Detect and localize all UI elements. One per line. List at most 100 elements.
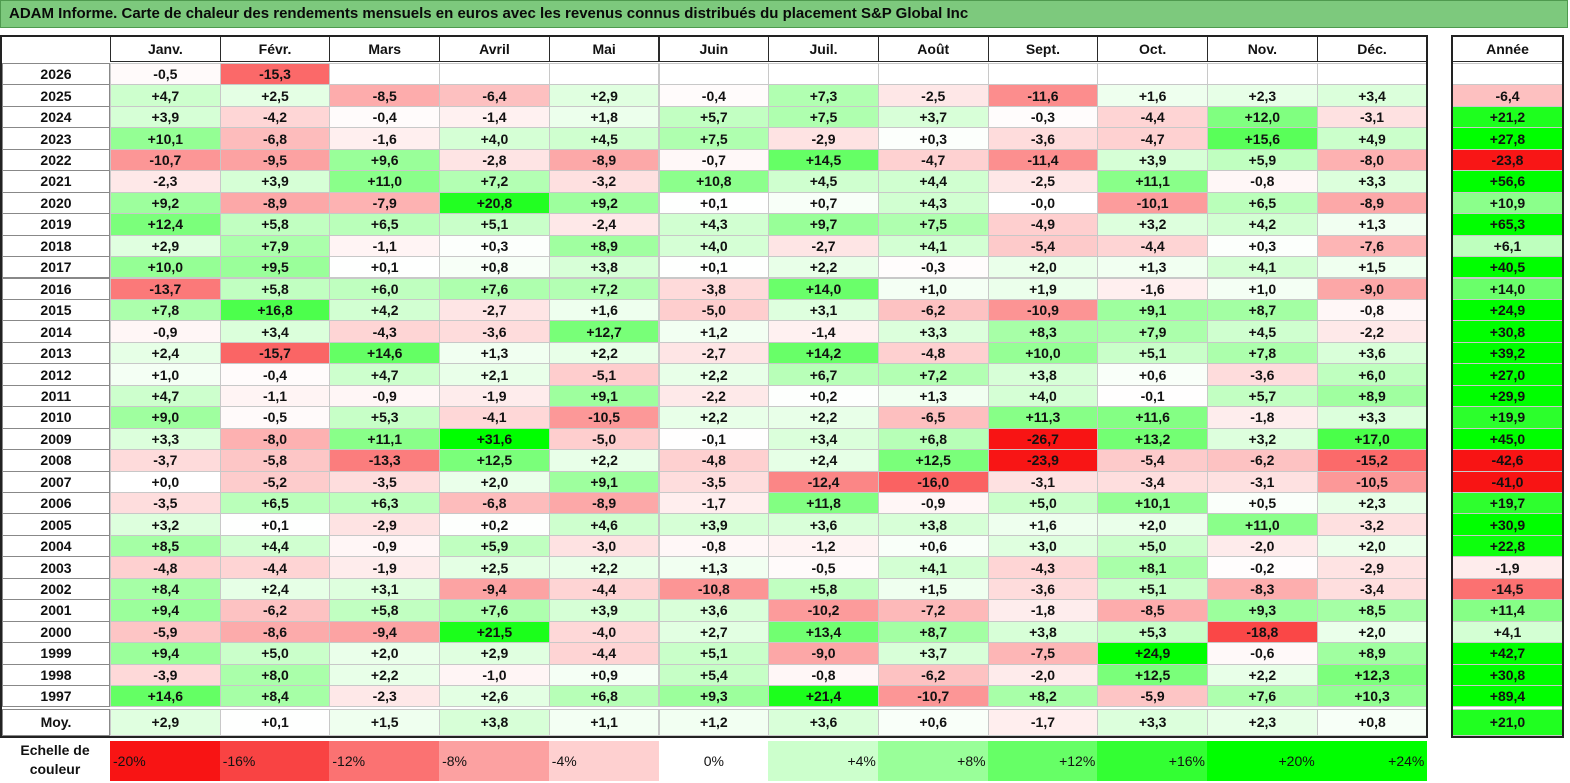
heatmap-cell: -0,9 [877,492,989,515]
annual-cell: -1,9 [1452,556,1563,579]
annual-cell: +14,0 [1452,277,1563,300]
heatmap-cell: -0,3 [877,256,989,279]
heatmap-cell: +6,0 [329,277,441,300]
heatmap-cell: +0,3 [439,234,550,258]
heatmap-cell: +9,4 [110,599,221,622]
annual-cell: +19,9 [1452,406,1563,429]
heatmap-cell: +12,5 [1097,663,1208,687]
heatmap-cell: +15,6 [1207,127,1318,150]
year-label: 2012 [2,363,110,386]
heatmap-cell: +0,2 [439,513,550,536]
color-scale-stop: -8% [439,741,550,781]
heatmap-cell: -2,5 [987,170,1099,193]
heatmap-cell: +7,2 [548,277,660,300]
heatmap-cell [987,63,1099,86]
heatmap-cell: +3,4 [768,427,879,451]
year-label: 2014 [2,320,110,343]
annual-cell: +56,6 [1452,170,1563,193]
heatmap-cell: +10,1 [110,127,221,150]
heatmap-cell: -4,9 [987,213,1099,236]
heatmap-cell: -1,0 [439,663,550,687]
color-scale-stop: -12% [329,741,441,781]
heatmap-cell: -2,3 [329,685,441,708]
heatmap-cell: -8,9 [1316,191,1428,215]
heatmap-cell: +2,3 [1316,492,1428,515]
heatmap-cell: +0,6 [877,534,989,558]
heatmap-cell: +3,6 [768,513,879,536]
heatmap-cell: -5,0 [658,298,770,322]
year-label: 2005 [2,513,110,536]
heatmap-cell: +2,9 [439,642,550,665]
column-header: Oct. [1097,36,1208,62]
heatmap-cell: -0,5 [110,63,221,86]
heatmap-cell: -4,4 [548,642,660,665]
heatmap-cell: +16,8 [219,298,331,322]
heatmap-cell: +7,9 [1097,320,1208,343]
heatmap-cell: -2,8 [439,148,550,172]
heatmap-cell: +7,6 [439,599,550,622]
heatmap-cell: -15,2 [1316,449,1428,472]
heatmap-cell: -10,7 [110,148,221,172]
heatmap-cell: -0,4 [658,84,770,107]
heatmap-cell: +12,7 [548,320,660,343]
heatmap-cell: +2,9 [110,234,221,258]
color-scale-stop: +8% [877,741,989,781]
heatmap-cell: +1,5 [1316,256,1428,279]
heatmap-cell: -1,8 [987,599,1099,622]
heatmap-cell: +14,6 [110,685,221,708]
heatmap-cell: -0,1 [658,427,770,451]
heatmap-cell: -0,3 [987,105,1099,129]
heatmap-cell: +0,1 [329,256,441,279]
heatmap-cell: +5,8 [768,577,879,601]
year-label: 2018 [2,234,110,258]
heatmap-cell: +13,4 [768,620,879,644]
heatmap-cell: +3,0 [987,534,1099,558]
annual-cell [1452,63,1563,86]
heatmap-cell: +6,7 [768,363,879,386]
color-scale-stop: +16% [1097,741,1208,781]
heatmap-cell: +8,2 [987,685,1099,708]
heatmap-cell: +5,0 [987,492,1099,515]
color-scale-stop: +20% [1207,741,1318,781]
heatmap-cell: -6,5 [877,406,989,429]
heatmap-cell: +0,0 [110,470,221,493]
heatmap-cell: +7,2 [877,363,989,386]
average-cell: +1,1 [548,708,660,736]
year-label: 2002 [2,577,110,601]
heatmap-cell: +4,4 [219,534,331,558]
heatmap-cell: -18,8 [1207,620,1318,644]
heatmap-cell: +4,3 [658,213,770,236]
heatmap-cell: -15,3 [219,63,331,86]
heatmap-cell: -11,6 [987,84,1099,107]
color-scale-stop: -20% [110,741,221,781]
heatmap-cell: -0,8 [768,663,879,687]
year-label: 2024 [2,105,110,129]
heatmap-cell: -1,8 [1207,406,1318,429]
heatmap-cell [329,63,441,86]
heatmap-cell: +11,6 [1097,406,1208,429]
heatmap-cell: +8,7 [1207,298,1318,322]
heatmap-cell: +2,1 [439,363,550,386]
heatmap-cell: +2,2 [1207,663,1318,687]
heatmap-cell: +2,3 [1207,84,1318,107]
heatmap-cell: +2,0 [987,256,1099,279]
heatmap-cell: +5,9 [1207,148,1318,172]
color-scale-stop: -16% [219,741,331,781]
color-scale-stop: +4% [768,741,879,781]
heatmap-cell: +31,6 [439,427,550,451]
heatmap-cell: +0,8 [439,256,550,279]
heatmap-cell: -8,9 [219,191,331,215]
column-header: Juil. [768,36,879,62]
annual-cell: +29,9 [1452,384,1563,408]
year-label: 2008 [2,449,110,472]
heatmap-cell: +3,9 [658,513,770,536]
heatmap-cell: +0,2 [768,384,879,408]
heatmap-cell: +12,5 [439,449,550,472]
heatmap-cell: -0,8 [1207,170,1318,193]
heatmap-cell: +1,2 [658,320,770,343]
heatmap-cell: -0,7 [658,148,770,172]
year-label: 2022 [2,148,110,172]
average-cell: +0,1 [219,708,331,736]
heatmap-cell: -4,0 [548,620,660,644]
heatmap-cell: +14,2 [768,341,879,365]
